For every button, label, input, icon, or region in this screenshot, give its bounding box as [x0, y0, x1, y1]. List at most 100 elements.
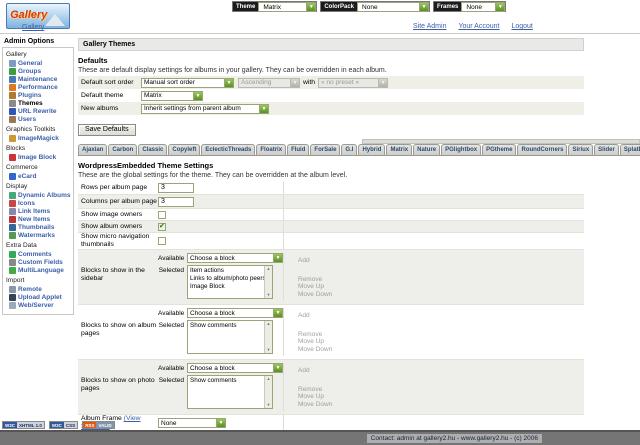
show-micro-nav-checkbox[interactable] [158, 237, 166, 245]
sidebar-item-url-rewrite[interactable]: URL Rewrite [5, 107, 72, 115]
css-badge[interactable]: W3C CSS [48, 421, 79, 429]
setting-label: Show album owners [81, 222, 143, 230]
header-links: Site Admin Your Account Logout [413, 23, 533, 30]
breadcrumb[interactable]: Gallery [22, 24, 45, 31]
tab-matrix[interactable]: Matrix [386, 144, 413, 155]
list-item[interactable]: Show comments [190, 322, 237, 329]
setting-label: Blocks to show on photo pages [81, 377, 155, 392]
tab-slider[interactable]: Slider [594, 144, 619, 155]
sidebar-item-dynamic-albums[interactable]: Dynamic Albums [5, 191, 72, 199]
save-defaults-button[interactable]: Save Defaults [78, 123, 136, 136]
sidebar-item-comments[interactable]: Comments [5, 250, 72, 258]
tab-carbon[interactable]: Carbon [108, 144, 138, 155]
tab-nature[interactable]: Nature [413, 144, 441, 155]
sidebar-item-multilanguage[interactable]: MultiLanguage [5, 266, 72, 274]
setting-label: Show image owners [81, 210, 143, 218]
tab-forsale[interactable]: ForSale [310, 144, 341, 155]
photo-available-block-select[interactable]: Choose a block ▼ [187, 363, 283, 373]
album-frame-select[interactable]: None ▼ [158, 418, 226, 428]
tab-floatrix[interactable]: Floatrix [256, 144, 287, 155]
tab-roundcorners[interactable]: RoundCorners [517, 144, 568, 155]
logout-link[interactable]: Logout [511, 23, 533, 30]
setting-row-show-micro-nav: Show micro navigation thumbnails [78, 233, 584, 250]
sidebar-available-block-select[interactable]: Choose a block ▼ [187, 253, 283, 263]
sidebar-item-image-block[interactable]: Image Block [5, 153, 72, 161]
tab-copyleft[interactable]: Copyleft [168, 144, 201, 155]
frames-select[interactable]: None ▼ [461, 2, 506, 12]
tab-fluid[interactable]: Fluid [287, 144, 310, 155]
web-server-icon [9, 301, 16, 309]
album-available-block-select[interactable]: Choose a block ▼ [187, 308, 283, 318]
show-image-owners-checkbox[interactable] [158, 210, 166, 219]
available-label: Available [158, 255, 185, 262]
setting-label: Show micro navigation thumbnails [81, 233, 150, 248]
sidebar-item-watermarks[interactable]: Watermarks [5, 231, 72, 239]
remote-icon [9, 285, 16, 293]
tab-ajaxian[interactable]: Ajaxian [78, 144, 108, 155]
sidebar-item-users[interactable]: Users [5, 115, 72, 123]
list-item[interactable]: Show comments [190, 377, 237, 384]
sidebar-selected-blocks-list[interactable]: Item actions Links to album/photo peers … [187, 265, 273, 299]
tab-splatbang[interactable]: SplatBang [619, 144, 640, 155]
album-selected-blocks-list[interactable]: Show comments ▲ ▼ [187, 320, 273, 354]
list-item[interactable]: Item actions [190, 267, 224, 274]
photo-selected-blocks-list[interactable]: Show comments ▲ ▼ [187, 375, 273, 409]
sidebar-item-imagemagick[interactable]: ImageMagick [5, 134, 72, 142]
dynamic-albums-icon [9, 191, 16, 199]
add-block-link: Add [298, 312, 310, 319]
sidebar-item-icons[interactable]: Icons [5, 199, 72, 207]
rss-badge[interactable]: RSS VALID [82, 421, 115, 429]
sidebar-item-remote[interactable]: Remote [5, 285, 72, 293]
tab-siriux[interactable]: Siriux [568, 144, 594, 155]
multilanguage-icon [9, 266, 16, 274]
sidebar-item-web-server[interactable]: Web/Server [5, 301, 72, 309]
sidebar-item-maintenance[interactable]: Maintenance [5, 75, 72, 83]
scroll-up-icon: ▲ [266, 321, 271, 326]
scrollbar[interactable]: ▲ ▼ [264, 321, 272, 353]
new-albums-select[interactable]: Inherit settings from parent album ▼ [141, 103, 269, 114]
move-up-link: Move Up [298, 338, 325, 345]
available-label: Available [158, 365, 185, 372]
colorpack-select[interactable]: None ▼ [357, 2, 430, 12]
scrollbar[interactable]: ▲ ▼ [264, 266, 272, 298]
sidebar-item-groups[interactable]: Groups [5, 67, 72, 75]
show-album-owners-checkbox[interactable] [158, 222, 166, 231]
default-theme-select[interactable]: Matrix ▼ [141, 90, 203, 101]
sort-direction-select: Ascending ▼ [238, 77, 300, 88]
sidebar-item-custom-fields[interactable]: Custom Fields [5, 258, 72, 266]
sidebar-item-upload-applet[interactable]: Upload Applet [5, 293, 72, 301]
header-divider [0, 33, 640, 34]
setting-label: Rows per album page [81, 183, 148, 191]
tab-gi[interactable]: G.I [341, 144, 358, 155]
your-account-link[interactable]: Your Account [458, 23, 500, 30]
sidebar-item-link-items[interactable]: Link Items [5, 207, 72, 215]
tab-pglightbox[interactable]: PGlightbox [441, 144, 482, 155]
theme-select[interactable]: Matrix ▼ [258, 2, 317, 12]
site-admin-link[interactable]: Site Admin [413, 23, 447, 30]
columns-per-page-input[interactable] [158, 196, 194, 207]
sidebar-item-plugins[interactable]: Plugins [5, 91, 72, 99]
setting-row-show-image-owners: Show image owners [78, 209, 584, 221]
sidebar-title: Admin Options [4, 38, 55, 45]
sidebar-item-themes[interactable]: Themes [5, 99, 72, 107]
tab-pgtheme[interactable]: PGtheme [482, 144, 517, 155]
chevron-down-icon: ▼ [495, 3, 505, 11]
default-sort-select[interactable]: Manual sort order ▼ [141, 77, 234, 88]
xhtml-badge[interactable]: W3C XHTML 1.0 [2, 421, 45, 429]
gallery-logo[interactable]: Gallery [6, 3, 70, 29]
sidebar-item-ecard[interactable]: eCard [5, 172, 72, 180]
scrollbar[interactable]: ▲ ▼ [264, 376, 272, 408]
list-item[interactable]: Links to album/photo peers [190, 275, 264, 282]
selected-label: Selected [158, 267, 184, 274]
theme-label: Theme [233, 2, 259, 11]
sidebar-item-thumbnails[interactable]: Thumbnails [5, 223, 72, 231]
sidebar-item-general[interactable]: General [5, 59, 72, 67]
tab-classic[interactable]: Classic [138, 144, 168, 155]
sidebar-item-performance[interactable]: Performance [5, 83, 72, 91]
list-item[interactable]: Image Block [190, 283, 225, 290]
available-label: Available [158, 310, 185, 317]
tab-eclecticthreads[interactable]: EclecticThreads [201, 144, 256, 155]
sidebar-item-new-items[interactable]: New Items [5, 215, 72, 223]
tab-hybrid[interactable]: Hybrid [358, 144, 386, 155]
rows-per-page-input[interactable] [158, 182, 194, 193]
